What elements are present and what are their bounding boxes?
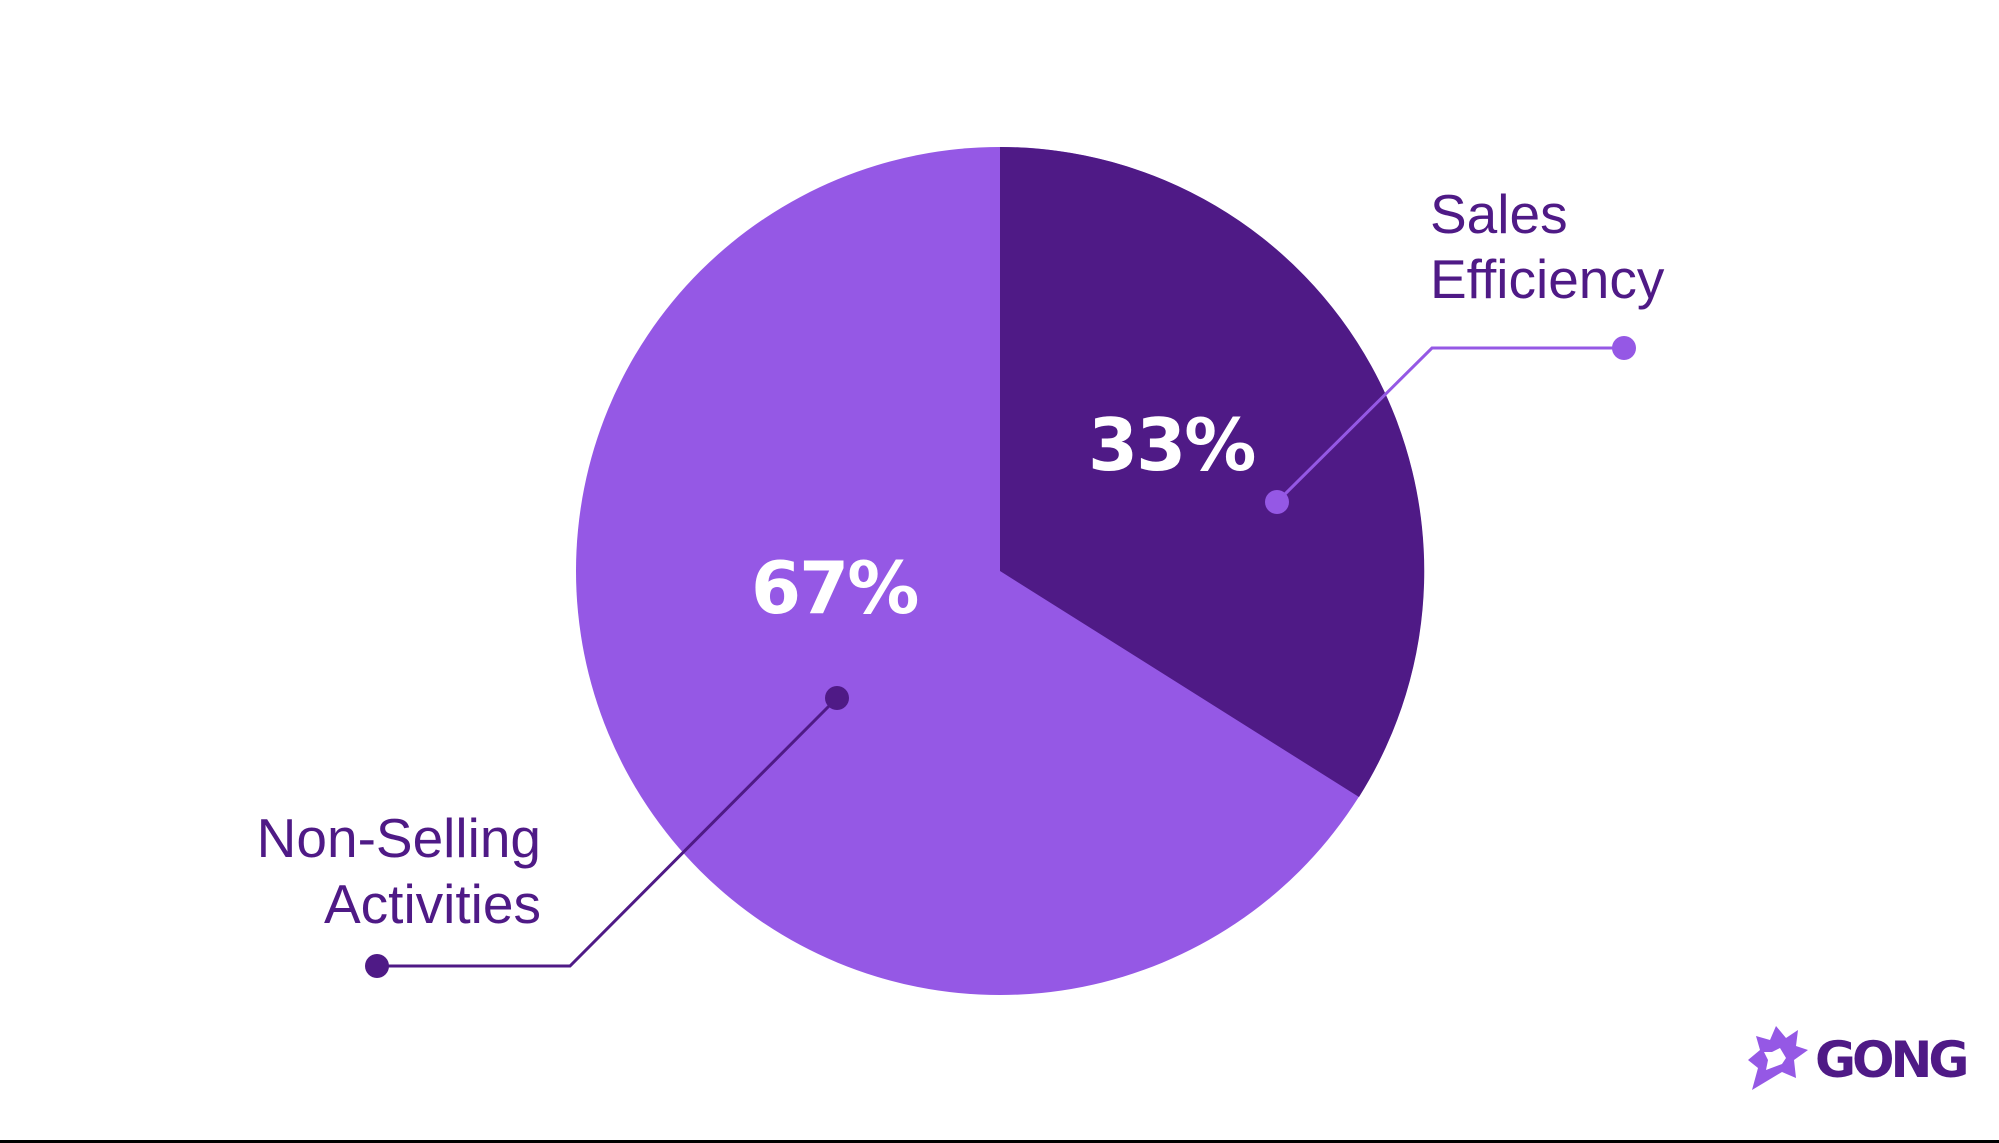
slice-value-sales-efficiency: 33%	[1088, 403, 1254, 487]
callout-label-non-selling-line1: Non-Selling	[257, 807, 541, 869]
gong-logo: GONG	[1748, 1026, 1970, 1090]
pie-slice-sales-efficiency	[1000, 146, 1425, 797]
logo-text: GONG	[1815, 1031, 1966, 1089]
callout-dot-outer-sales-efficiency	[1612, 336, 1636, 360]
callout-dot-inner-non-selling	[825, 686, 849, 710]
callout-dot-inner-sales-efficiency	[1265, 490, 1289, 514]
callout-label-sales-line1: Sales	[1430, 183, 1568, 245]
slice-value-non-selling: 67%	[751, 546, 917, 630]
starburst-icon	[1748, 1026, 1808, 1090]
bottom-border	[0, 1140, 1999, 1143]
callout-line-sales-efficiency	[1275, 346, 1624, 504]
callout-label-sales-line2: Efficiency	[1430, 248, 1665, 310]
callout-dot-outer-non-selling	[365, 954, 389, 978]
callout-line-non-selling	[377, 696, 839, 968]
callout-label-non-selling-line2: Activities	[324, 873, 541, 935]
